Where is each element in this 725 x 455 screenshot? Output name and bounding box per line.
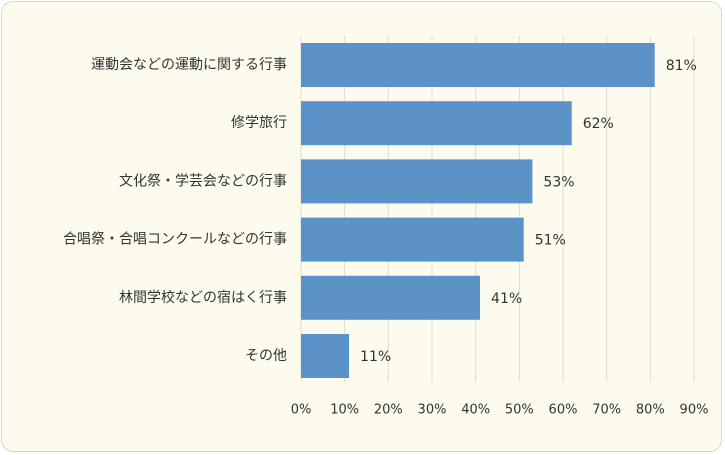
bar — [301, 159, 533, 204]
x-tick-label: 60% — [549, 403, 578, 418]
x-tick-label: 30% — [418, 403, 447, 418]
data-label: 41% — [491, 291, 522, 307]
data-label: 53% — [543, 174, 574, 190]
x-axis-ticks: 0% 10% 20% 30% 40% 50% 60% 70% 80% 90% — [291, 403, 709, 418]
x-tick-label: 40% — [461, 403, 490, 418]
label-layer: 運動会などの運動に関する行事 81% 修学旅行 62% 文化祭・学芸会などの行事 53% 合… — [63, 57, 697, 365]
category-label: 運動会などの運動に関する行事 — [91, 57, 287, 73]
x-tick-label: 20% — [374, 403, 403, 418]
data-label: 81% — [666, 58, 697, 74]
x-tick-label: 90% — [680, 403, 709, 418]
bar — [301, 43, 655, 87]
grid-layer — [300, 36, 695, 382]
x-tick-label: 70% — [592, 403, 621, 418]
category-label: 林間学校などの宿はく行事 — [119, 289, 287, 306]
bar — [301, 101, 572, 146]
category-label: その他 — [245, 348, 287, 364]
x-tick-label: 80% — [636, 403, 665, 418]
category-label: 合唱祭・合唱コンクールなどの行事 — [63, 232, 287, 248]
x-tick-label: 0% — [291, 403, 312, 418]
bar — [301, 275, 481, 320]
bar-layer — [301, 43, 655, 378]
data-label: 62% — [583, 116, 614, 132]
data-label: 11% — [360, 349, 391, 365]
bar — [301, 334, 350, 378]
x-tick-label: 50% — [505, 403, 534, 418]
category-label: 文化祭・学芸会などの行事 — [119, 173, 287, 189]
data-label: 51% — [535, 233, 566, 249]
category-label: 修学旅行 — [231, 115, 287, 131]
x-tick-label: 10% — [330, 403, 359, 418]
bar — [301, 217, 524, 262]
